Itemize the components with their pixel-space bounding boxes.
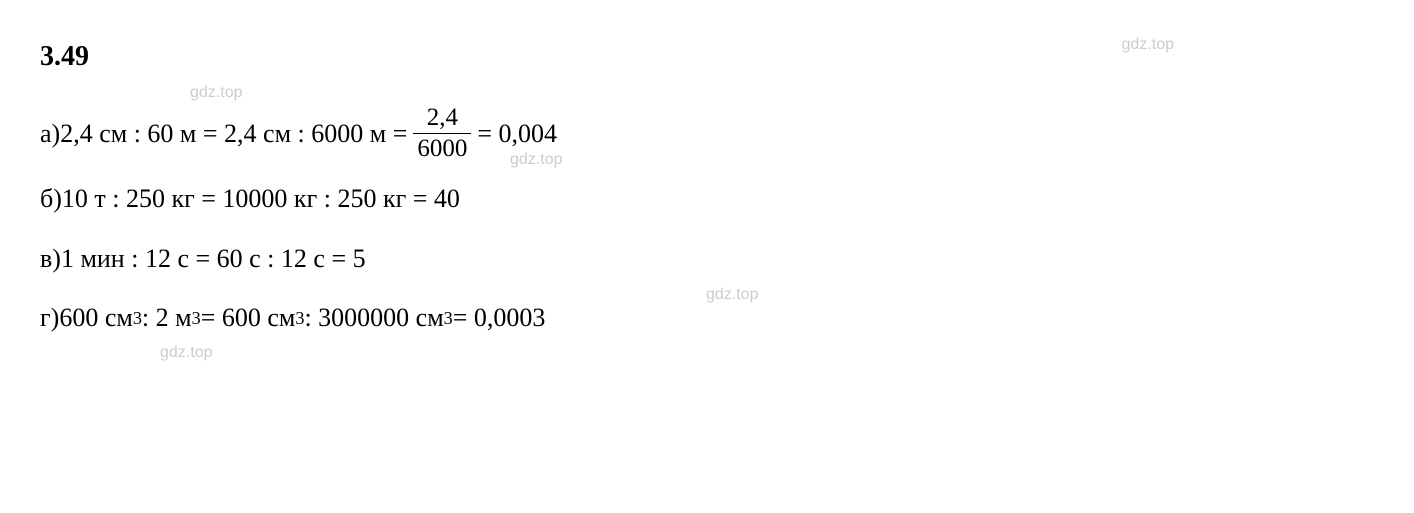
- solution-line-c: в) 1 мин : 12 с = 60 с : 12 с = 5: [40, 234, 1374, 283]
- fraction-a-num: 2,4: [423, 103, 462, 133]
- problem-number: 3.49: [40, 30, 1374, 83]
- expr-d-p5: = 0,0003: [453, 293, 546, 342]
- expr-c: 1 мин : 12 с = 60 с : 12 с = 5: [61, 234, 366, 283]
- watermark-line-d: gdz.top: [160, 338, 212, 368]
- expr-a-part1: 2,4 см : 60 м = 2,4 см : 6000 м =: [60, 109, 407, 158]
- solution-line-d: г) 600 см3 : 2 м3 = 600 см3 : 3000000 см…: [40, 293, 1374, 342]
- solution-line-b: б) 10 т : 250 кг = 10000 кг : 250 кг = 4…: [40, 174, 1374, 223]
- expr-d-p3: = 600 см: [201, 293, 296, 342]
- fraction-a: 2,4 6000: [413, 103, 471, 164]
- expr-a-part2: = 0,004: [477, 109, 557, 158]
- solution-line-a: а) 2,4 см : 60 м = 2,4 см : 6000 м = 2,4…: [40, 103, 1374, 164]
- expr-d-p2: : 2 м: [142, 293, 192, 342]
- label-c: в): [40, 234, 61, 283]
- label-b: б): [40, 174, 62, 223]
- fraction-a-den: 6000: [413, 133, 471, 164]
- label-a: а): [40, 109, 60, 158]
- expr-b: 10 т : 250 кг = 10000 кг : 250 кг = 40: [62, 174, 460, 223]
- label-d: г): [40, 293, 59, 342]
- expr-d-p1: 600 см: [59, 293, 133, 342]
- expr-d-p4: : 3000000 см: [304, 293, 443, 342]
